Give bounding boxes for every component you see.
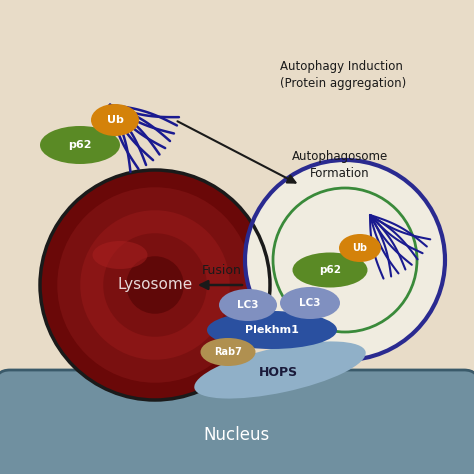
Ellipse shape bbox=[339, 234, 381, 262]
Ellipse shape bbox=[91, 104, 139, 136]
Text: Rab7: Rab7 bbox=[214, 347, 242, 357]
Text: Nucleus: Nucleus bbox=[204, 426, 270, 444]
Text: p62: p62 bbox=[319, 265, 341, 275]
Circle shape bbox=[126, 256, 184, 314]
Text: p62: p62 bbox=[68, 140, 92, 150]
Circle shape bbox=[103, 233, 207, 337]
Text: Autophagosome
Formation: Autophagosome Formation bbox=[292, 150, 388, 180]
Ellipse shape bbox=[40, 126, 120, 164]
Text: Autophagy Induction
(Protein aggregation): Autophagy Induction (Protein aggregation… bbox=[280, 60, 406, 90]
Text: LC3: LC3 bbox=[299, 298, 321, 308]
Text: Ub: Ub bbox=[353, 243, 367, 253]
FancyBboxPatch shape bbox=[0, 370, 474, 474]
Ellipse shape bbox=[207, 311, 337, 349]
Circle shape bbox=[40, 170, 270, 400]
Ellipse shape bbox=[292, 253, 367, 288]
Text: HOPS: HOPS bbox=[258, 366, 298, 380]
Ellipse shape bbox=[92, 241, 147, 269]
Text: Lysosome: Lysosome bbox=[118, 277, 192, 292]
Text: Fusion: Fusion bbox=[202, 264, 242, 276]
Ellipse shape bbox=[201, 338, 255, 366]
Ellipse shape bbox=[219, 289, 277, 321]
Ellipse shape bbox=[280, 287, 340, 319]
Ellipse shape bbox=[194, 341, 366, 399]
Text: Ub: Ub bbox=[107, 115, 123, 125]
Text: Plekhm1: Plekhm1 bbox=[245, 325, 299, 335]
Circle shape bbox=[57, 187, 253, 383]
Text: LC3: LC3 bbox=[237, 300, 259, 310]
Circle shape bbox=[246, 161, 444, 359]
Circle shape bbox=[80, 210, 230, 360]
